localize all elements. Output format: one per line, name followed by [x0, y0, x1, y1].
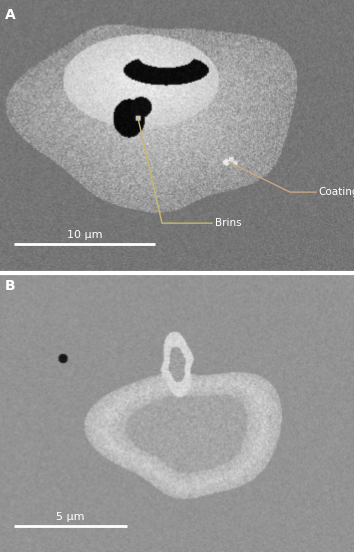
Text: B: B: [5, 279, 16, 293]
Text: A: A: [5, 8, 16, 22]
Text: 10 μm: 10 μm: [67, 230, 102, 240]
Text: Brins: Brins: [215, 218, 242, 228]
Text: 5 μm: 5 μm: [56, 512, 85, 522]
Text: Coating: Coating: [318, 187, 354, 197]
